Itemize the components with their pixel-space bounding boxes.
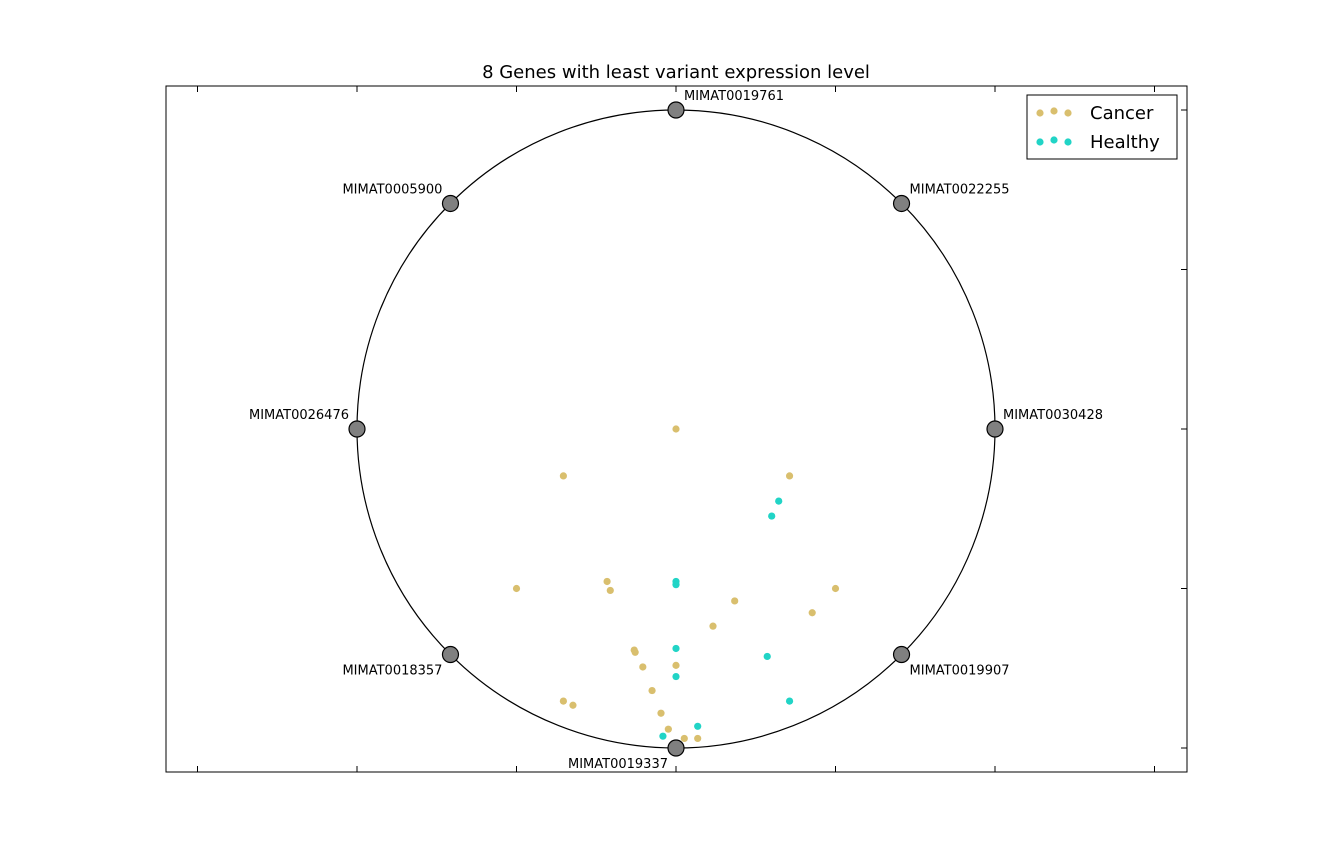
cancer-point-3 xyxy=(512,584,521,593)
legend-label-healthy: Healthy xyxy=(1090,132,1160,153)
legend-swatch-healthy-1 xyxy=(1050,136,1058,144)
healthy-point-4 xyxy=(672,644,680,653)
cancer-point-4 xyxy=(603,577,611,586)
data-points xyxy=(512,425,840,743)
healthy-point-3 xyxy=(672,581,680,589)
legend-box xyxy=(1026,94,1178,160)
axis-ticks xyxy=(197,86,1187,772)
cancer-point-11 xyxy=(631,648,639,656)
anchor-label-5: MIMAT0018357 xyxy=(342,664,442,679)
anchor-marker-7 xyxy=(892,645,911,664)
chart-title: 8 Genes with least variant expression le… xyxy=(482,62,870,83)
anchor-label-6: MIMAT0019337 xyxy=(568,757,668,772)
anchor-label-7: MIMAT0019907 xyxy=(910,664,1010,679)
cancer-point-2 xyxy=(785,472,794,480)
cancer-point-8 xyxy=(808,609,816,617)
anchor-marker-2 xyxy=(667,101,685,119)
healthy-point-0 xyxy=(775,497,783,505)
anchor-label-4: MIMAT0026476 xyxy=(249,408,349,423)
anchor-label-1: MIMAT0022255 xyxy=(910,182,1010,197)
cancer-point-9 xyxy=(709,622,717,630)
cancer-point-16 xyxy=(569,701,577,709)
anchor-marker-0 xyxy=(986,420,1004,438)
cancer-point-5 xyxy=(606,586,614,595)
anchor-marker-4 xyxy=(348,420,366,438)
legend-label-cancer: Cancer xyxy=(1090,103,1154,124)
anchor-marker-1 xyxy=(892,194,911,213)
legend-swatch-healthy-2 xyxy=(1064,138,1072,146)
gene-anchors: MIMAT0030428 MIMAT0022255 MIMAT0019761 MIMA… xyxy=(249,89,1103,772)
cancer-point-20 xyxy=(694,734,702,743)
cancer-point-14 xyxy=(648,686,656,695)
legend-swatch-cancer-0 xyxy=(1036,109,1044,117)
anchor-marker-5 xyxy=(441,645,460,664)
cancer-point-12 xyxy=(672,661,680,669)
legend: Cancer Healthy xyxy=(1026,94,1178,160)
healthy-point-7 xyxy=(785,697,794,705)
legend-swatch-cancer-2 xyxy=(1064,109,1072,117)
cancer-point-7 xyxy=(831,584,840,593)
cancer-point-1 xyxy=(559,472,567,480)
healthy-point-8 xyxy=(694,722,702,730)
legend-swatch-healthy-0 xyxy=(1036,138,1044,146)
cancer-point-15 xyxy=(559,697,567,705)
cancer-point-6 xyxy=(731,597,739,605)
healthy-point-1 xyxy=(768,512,776,520)
healthy-point-5 xyxy=(763,652,771,661)
cancer-point-17 xyxy=(657,709,665,717)
anchor-label-3: MIMAT0005900 xyxy=(342,182,442,197)
healthy-point-6 xyxy=(672,672,680,681)
anchor-label-2: MIMAT0019761 xyxy=(684,89,784,104)
anchor-marker-6 xyxy=(667,739,685,757)
anchor-marker-3 xyxy=(441,194,460,213)
cancer-point-13 xyxy=(639,663,647,671)
cancer-point-0 xyxy=(672,425,680,433)
legend-swatch-cancer-1 xyxy=(1050,107,1058,115)
cancer-point-18 xyxy=(664,725,672,733)
cancer-point-19 xyxy=(680,734,688,743)
healthy-point-9 xyxy=(659,732,667,740)
anchor-label-0: MIMAT0030428 xyxy=(1003,408,1103,423)
